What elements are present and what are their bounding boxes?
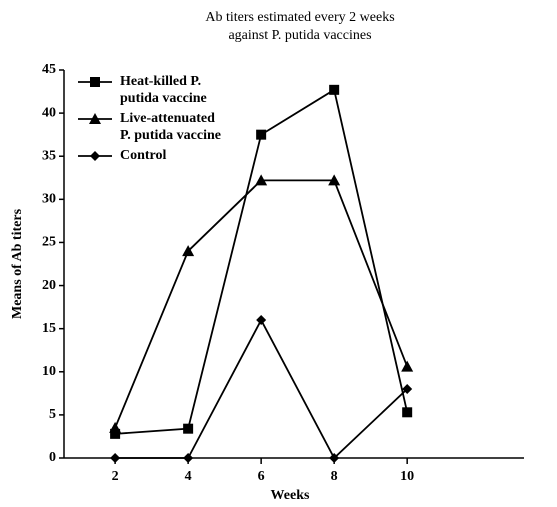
marker xyxy=(183,423,194,434)
x-tick-label: 4 xyxy=(185,469,192,484)
y-tick-label: 10 xyxy=(42,364,56,379)
y-tick-label: 20 xyxy=(42,278,56,293)
x-tick-label: 8 xyxy=(331,469,338,484)
y-axis-label: Means of Ab titers xyxy=(10,208,25,319)
marker xyxy=(110,453,121,463)
y-tick-label: 40 xyxy=(42,105,56,120)
marker xyxy=(183,453,194,463)
marker xyxy=(402,384,413,395)
legend-marker xyxy=(90,151,100,161)
legend-label: Control xyxy=(120,148,167,163)
marker xyxy=(109,421,122,433)
x-tick-label: 6 xyxy=(258,469,265,484)
chart-title: Ab titers estimated every 2 weeks against… xyxy=(205,10,394,43)
legend-marker xyxy=(89,113,101,124)
y-tick-label: 5 xyxy=(49,407,56,422)
marker xyxy=(328,174,341,186)
y-tick-label: 0 xyxy=(49,450,56,465)
x-tick-label: 2 xyxy=(112,469,119,484)
y-tick-label: 35 xyxy=(42,148,56,163)
marker xyxy=(256,315,267,326)
y-tick-label: 15 xyxy=(42,321,56,336)
marker xyxy=(255,174,268,186)
y-tick-label: 45 xyxy=(42,62,56,77)
marker xyxy=(256,129,267,140)
marker xyxy=(401,360,414,372)
x-axis-label: Weeks xyxy=(271,488,310,503)
legend-label: Heat-killed P. putida vaccine xyxy=(120,74,207,106)
marker xyxy=(110,428,121,439)
y-tick-label: 30 xyxy=(42,192,56,207)
legend-marker xyxy=(90,77,100,87)
legend-label: Live-attenuated P. putida vaccine xyxy=(120,111,221,143)
marker xyxy=(329,453,340,463)
series-line xyxy=(115,318,408,460)
marker xyxy=(182,245,195,257)
marker xyxy=(402,407,413,418)
marker xyxy=(329,84,340,95)
x-tick-label: 10 xyxy=(400,469,414,484)
y-tick-label: 25 xyxy=(42,235,56,250)
